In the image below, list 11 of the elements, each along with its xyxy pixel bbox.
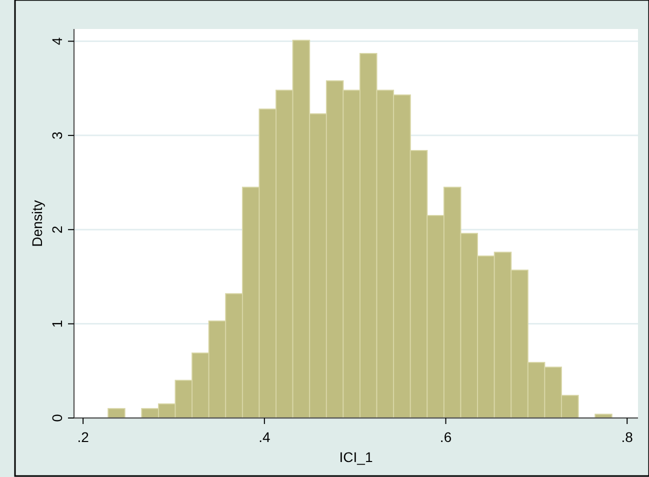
y-tick-label: 4 <box>49 37 65 46</box>
y-tick-label: 1 <box>49 320 65 328</box>
x-tick-label: .6 <box>440 429 452 445</box>
x-tick-label: .4 <box>258 429 270 445</box>
x-tick-label: .2 <box>77 429 90 445</box>
y-tick-label: 3 <box>49 131 65 140</box>
y-tick-label: 0 <box>49 414 65 422</box>
x-tick-label: .8 <box>621 429 634 445</box>
x-axis-title: ICI_1 <box>339 449 373 465</box>
y-axis-title: Density <box>29 200 45 247</box>
y-tick-label: 2 <box>49 226 65 234</box>
